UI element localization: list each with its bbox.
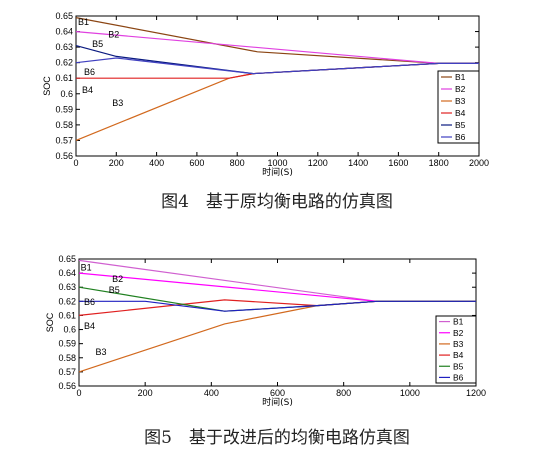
y-tick-label: 0.61 xyxy=(58,310,76,320)
annotation-b3: B3 xyxy=(96,347,107,357)
x-tick-label: 2000 xyxy=(469,158,489,168)
x-tick-label: 400 xyxy=(149,158,164,168)
legend-label-b5: B5 xyxy=(453,361,464,371)
x-axis-label: 时间(S) xyxy=(262,166,293,178)
legend-label-b4: B4 xyxy=(455,108,466,118)
figure-4-caption: 图4 基于原均衡电路的仿真图 xyxy=(161,192,393,212)
x-axis-label: 时间(S) xyxy=(262,396,293,408)
legend-label-b3: B3 xyxy=(455,96,466,106)
annotation-b2: B2 xyxy=(112,274,123,284)
y-tick-label: 0.58 xyxy=(55,120,73,130)
legend-label-b6: B6 xyxy=(455,132,466,142)
plot-area xyxy=(78,258,477,387)
x-tick-label: 1600 xyxy=(388,158,408,168)
y-tick-label: 0.6 xyxy=(63,325,76,335)
legend-label-b3: B3 xyxy=(453,339,464,349)
y-tick-label: 0.57 xyxy=(58,367,76,377)
y-tick-label: 0.6 xyxy=(60,89,73,99)
x-tick-label: 1400 xyxy=(348,158,368,168)
x-tick-label: 600 xyxy=(189,158,204,168)
x-tick-label: 400 xyxy=(204,388,219,398)
legend-label-b2: B2 xyxy=(455,84,466,94)
annotation-b6: B6 xyxy=(84,67,95,77)
y-tick-label: 0.65 xyxy=(55,11,73,21)
y-tick-label: 0.64 xyxy=(58,268,76,278)
x-tick-label: 200 xyxy=(138,388,153,398)
x-tick-label: 1800 xyxy=(429,158,449,168)
plot-area xyxy=(75,15,480,157)
legend-label-b1: B1 xyxy=(453,317,464,327)
y-tick-label: 0.64 xyxy=(55,27,73,37)
x-tick-label: 800 xyxy=(230,158,245,168)
y-tick-label: 0.65 xyxy=(58,254,76,264)
annotation-b1: B1 xyxy=(78,17,89,27)
x-tick-label: 1000 xyxy=(267,158,287,168)
x-tick-label: 1200 xyxy=(466,388,486,398)
annotation-b1: B1 xyxy=(81,262,92,272)
annotation-b2: B2 xyxy=(108,30,119,40)
x-tick-label: 800 xyxy=(336,388,351,398)
y-tick-label: 0.63 xyxy=(58,282,76,292)
annotation-b6: B6 xyxy=(84,297,95,307)
y-tick-label: 0.59 xyxy=(58,339,76,349)
x-tick-label: 0 xyxy=(73,158,78,168)
y-tick-label: 0.56 xyxy=(58,381,76,391)
annotation-b3: B3 xyxy=(112,98,123,108)
legend-label-b2: B2 xyxy=(453,328,464,338)
x-tick-label: 1000 xyxy=(400,388,420,398)
legend-label-b6: B6 xyxy=(453,372,464,382)
x-tick-label: 1200 xyxy=(308,158,328,168)
figure-5-caption: 图5 基于改进后的均衡电路仿真图 xyxy=(144,428,410,448)
y-tick-label: 0.59 xyxy=(55,104,73,114)
chart-2: 0.56 0.57 0.58 0.59 0.6 0.61 0.62 0.63 0.64 0.65 0… xyxy=(45,254,486,408)
y-axis-label: SOC xyxy=(42,76,52,96)
x-tick-label: 600 xyxy=(270,388,285,398)
y-tick-label: 0.62 xyxy=(55,58,73,68)
y-tick-label: 0.58 xyxy=(58,353,76,363)
legend-label-b1: B1 xyxy=(455,72,466,82)
y-tick-label: 0.62 xyxy=(58,296,76,306)
x-tick-label: 200 xyxy=(109,158,124,168)
legend-label-b4: B4 xyxy=(453,350,464,360)
y-axis-label: SOC xyxy=(45,312,55,332)
series-line-b6 xyxy=(79,300,476,312)
annotation-b4: B4 xyxy=(84,321,95,331)
y-tick-label: 0.56 xyxy=(55,151,73,161)
legend-box xyxy=(437,70,480,144)
y-tick-label: 0.57 xyxy=(55,135,73,145)
annotation-b5: B5 xyxy=(92,39,103,49)
series-line-b6 xyxy=(75,57,479,75)
y-tick-label: 0.61 xyxy=(55,73,73,83)
annotation-b4: B4 xyxy=(82,85,93,95)
legend-box xyxy=(435,315,477,384)
chart-1: 0.56 0.57 0.58 0.59 0.6 0.61 0.62 0.63 0.64 0.65 0… xyxy=(42,11,489,178)
annotation-b5: B5 xyxy=(109,285,120,295)
y-tick-label: 0.63 xyxy=(55,42,73,52)
x-tick-label: 0 xyxy=(76,388,81,398)
legend-label-b5: B5 xyxy=(455,120,466,130)
